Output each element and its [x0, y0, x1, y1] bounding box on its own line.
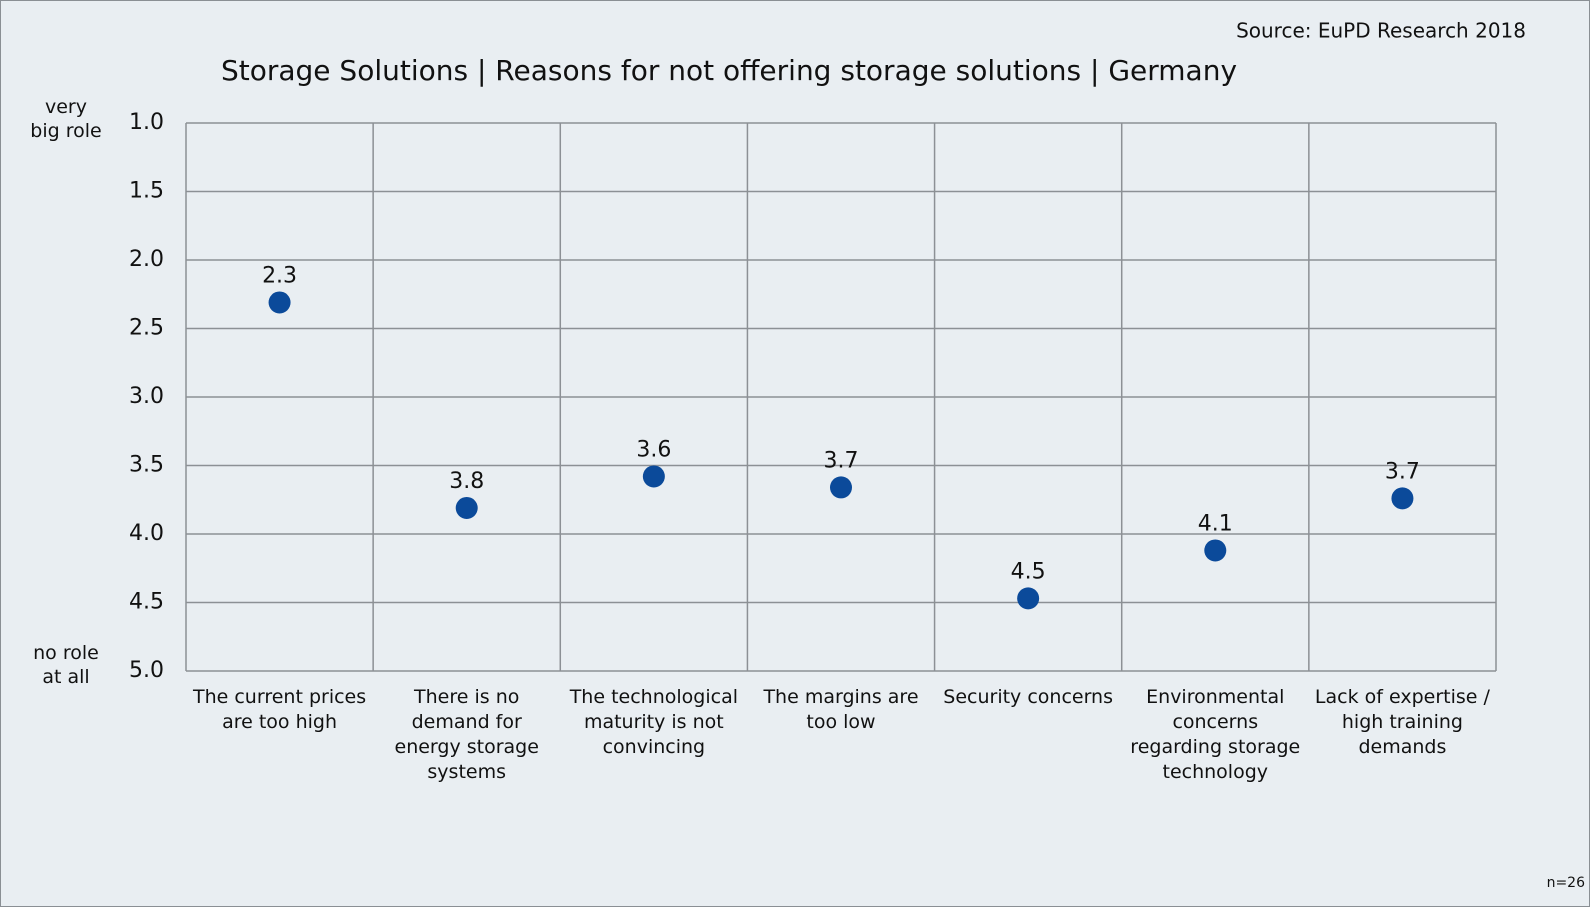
dot — [830, 476, 852, 499]
dot — [642, 465, 665, 488]
value-label: 3.6 — [636, 437, 671, 462]
y-tick-label: 2.0 — [129, 247, 164, 272]
y-tick-label: 3.5 — [129, 453, 164, 478]
y-tick-label: 2.5 — [129, 316, 164, 341]
x-tick-label: The margins are too low — [763, 686, 919, 733]
value-label: 4.5 — [1011, 559, 1046, 584]
y-bottom-label: no role at all — [33, 642, 99, 688]
y-tick-label: 1.5 — [129, 179, 164, 204]
dot — [1017, 587, 1040, 610]
y-tick-label: 1.0 — [129, 110, 164, 135]
y-top-label: very big role — [30, 96, 102, 142]
dot — [1391, 487, 1414, 510]
x-tick-label: There is no demand for energy storage sy… — [394, 686, 539, 783]
dot — [268, 291, 291, 314]
x-tick-label: Security concerns — [943, 686, 1113, 708]
y-tick-label: 4.5 — [129, 590, 164, 615]
source: Source: EuPD Research 2018 — [1236, 19, 1526, 43]
x-tick-label: The current prices are too high — [192, 686, 367, 733]
dot — [1204, 539, 1227, 562]
x-tick-label: Environmental concerns regarding storage… — [1130, 686, 1301, 783]
value-label: 3.7 — [824, 448, 859, 473]
sample-note: n=26 — [1547, 875, 1586, 891]
y-tick-label: 5.0 — [129, 658, 164, 683]
value-label: 4.1 — [1198, 511, 1233, 536]
y-tick-label: 4.0 — [129, 521, 164, 546]
dot — [455, 496, 478, 519]
x-tick-label: Lack of expertise / high training demand… — [1314, 686, 1490, 758]
y-tick-label: 3.0 — [129, 384, 164, 409]
value-label: 3.7 — [1385, 459, 1420, 484]
chart-title: Storage Solutions | Reasons for not offe… — [221, 54, 1237, 87]
value-label: 3.8 — [449, 469, 484, 494]
value-label: 2.3 — [262, 263, 297, 288]
x-tick-label: The technological maturity is not convin… — [569, 686, 738, 758]
